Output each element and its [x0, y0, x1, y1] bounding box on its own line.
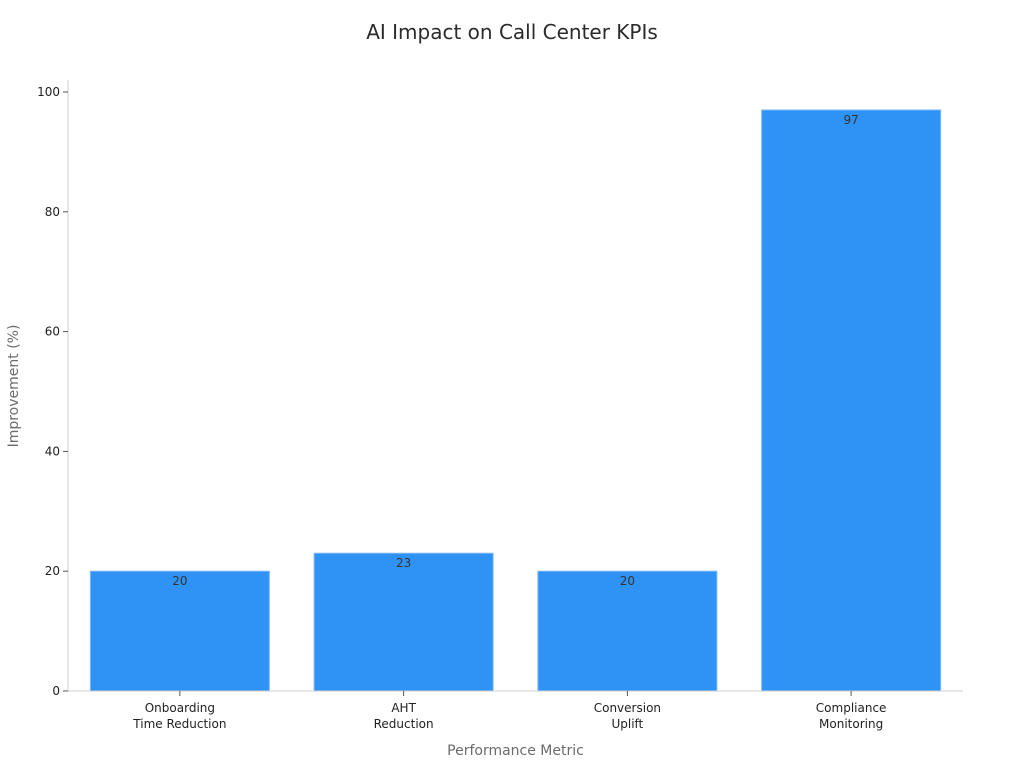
- bar-value-label: 97: [843, 113, 858, 127]
- y-axis-title: Improvement (%): [6, 325, 22, 448]
- bar-value-label: 23: [396, 556, 411, 570]
- bar: [761, 109, 942, 692]
- bars-group: [89, 109, 942, 692]
- y-tick-label: 60: [45, 325, 60, 339]
- x-tick-label: Onboarding Time Reduction: [132, 701, 226, 731]
- x-tick-label: AHT Reduction: [374, 701, 434, 731]
- bar: [537, 570, 718, 692]
- x-tick-label: Conversion Uplift: [594, 701, 661, 731]
- chart-title: AI Impact on Call Center KPIs: [366, 20, 658, 44]
- y-tick-label: 100: [37, 85, 60, 99]
- bar-labels-group: 20 23 20 97: [172, 113, 859, 588]
- x-ticks-group: Onboarding Time Reduction AHT Reduction Conv…: [132, 691, 886, 731]
- y-tick-label: 80: [45, 205, 60, 219]
- y-tick-label: 40: [45, 444, 60, 458]
- y-tick-label: 0: [52, 684, 60, 698]
- x-axis-title: Performance Metric: [447, 743, 584, 759]
- y-ticks-group: 0 20 40 60 80 100: [37, 85, 68, 698]
- y-tick-label: 20: [45, 564, 60, 578]
- bar: [313, 552, 494, 692]
- x-tick-label: Compliance Monitoring: [816, 701, 887, 731]
- bar: [89, 570, 270, 692]
- bar-value-label: 20: [620, 574, 635, 588]
- bar-value-label: 20: [172, 574, 187, 588]
